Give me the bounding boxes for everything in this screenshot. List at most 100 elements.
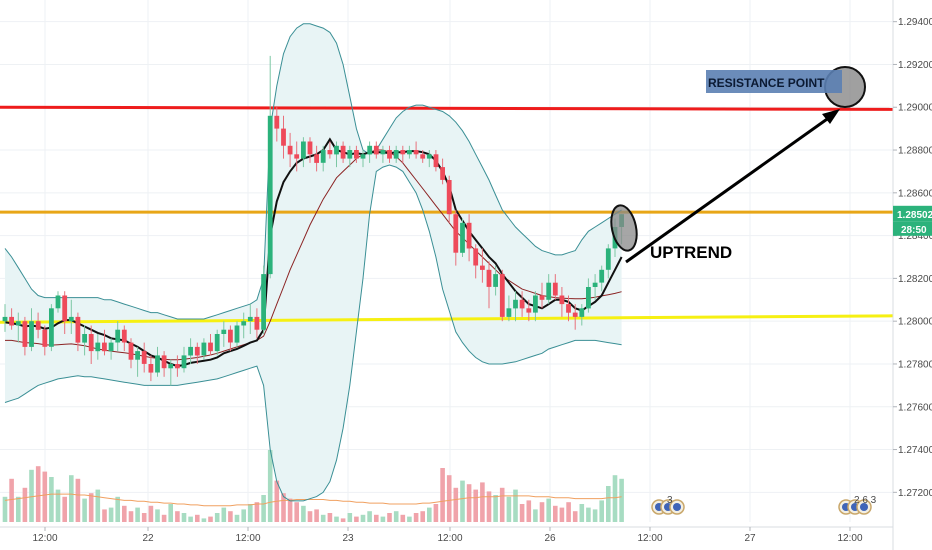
candle xyxy=(334,141,339,168)
volume-bar xyxy=(493,495,498,522)
candle-body xyxy=(241,321,247,326)
candle-body xyxy=(188,346,193,356)
candle xyxy=(599,265,605,292)
candle-body xyxy=(552,282,558,296)
volume-bar xyxy=(546,498,551,522)
candle xyxy=(261,265,266,334)
volume-bar xyxy=(460,480,465,522)
y-tick-label: 1.28600 xyxy=(898,188,932,199)
volume-bar xyxy=(473,489,478,522)
candle-body xyxy=(546,282,552,300)
candle-body xyxy=(42,329,48,347)
candle xyxy=(473,244,479,279)
volume-bar xyxy=(108,507,114,522)
candle xyxy=(566,295,571,322)
volume-bar xyxy=(606,486,611,522)
volume-bar xyxy=(446,475,452,522)
candle xyxy=(62,291,68,334)
candle xyxy=(175,355,180,377)
x-tick-label: 22 xyxy=(142,533,154,544)
volume-bar xyxy=(29,469,34,522)
volume-bar xyxy=(480,482,485,522)
candle xyxy=(88,325,94,364)
volume-bar xyxy=(128,511,134,522)
volume-bar xyxy=(294,502,299,522)
volume-bar xyxy=(301,505,306,522)
volume-bar xyxy=(327,513,333,522)
candle xyxy=(287,132,293,168)
candle xyxy=(486,261,492,309)
annotations[interactable]: RESISTANCE POINT UPTREND xyxy=(607,66,866,264)
volume-moving-average xyxy=(4,493,622,507)
x-tick-label: 27 xyxy=(744,533,756,544)
candle xyxy=(519,291,525,317)
candle-body xyxy=(247,316,253,322)
event-badge-count: 2 6 3 xyxy=(854,495,877,506)
candle xyxy=(82,325,87,356)
volume-bar xyxy=(188,516,193,522)
candle-body xyxy=(194,346,200,356)
candle xyxy=(539,282,545,309)
candle-body xyxy=(400,150,406,155)
volume-bar xyxy=(354,516,359,522)
volume-bar xyxy=(553,505,558,522)
candle-body xyxy=(35,321,41,330)
volume-bar xyxy=(427,507,432,522)
volume-bar xyxy=(526,500,532,522)
volume-bar xyxy=(374,514,379,522)
event-badge-27[interactable]: 2 6 3 xyxy=(838,495,877,515)
volume-bar xyxy=(539,502,545,522)
candle-body xyxy=(221,329,227,334)
event-badge-count: 3 xyxy=(667,495,673,506)
candle-body xyxy=(433,154,439,168)
volume-bar xyxy=(367,511,372,522)
candle xyxy=(188,338,193,364)
volume-bar xyxy=(466,484,472,522)
candle xyxy=(327,141,333,159)
y-tick-label: 1.28200 xyxy=(898,274,932,285)
candle-body xyxy=(533,295,538,313)
volume-bar xyxy=(440,468,445,522)
trend-arrow-line[interactable] xyxy=(625,115,831,264)
volume-bar xyxy=(393,511,399,522)
candle-body xyxy=(413,150,419,155)
y-axis[interactable]: 1.29400 1.29200 1.29000 1.28800 1.28600 1.284… xyxy=(892,0,932,550)
candle xyxy=(22,316,28,356)
volume-bar xyxy=(148,505,154,522)
candle-body xyxy=(586,287,591,309)
candle-body xyxy=(148,364,154,373)
volume-bar xyxy=(214,513,220,522)
candle-body xyxy=(440,167,445,180)
candle xyxy=(546,274,552,305)
resistance-label-box xyxy=(706,70,842,93)
candle-body xyxy=(155,355,160,373)
y-tick-label: 1.27800 xyxy=(898,360,932,371)
slow-moving-average xyxy=(5,149,622,361)
candle-body xyxy=(15,321,21,326)
candle-body xyxy=(75,316,81,343)
x-tick-label: 23 xyxy=(342,533,354,544)
candle-body xyxy=(320,150,326,163)
support-line[interactable] xyxy=(0,314,894,324)
volume-bar xyxy=(9,478,14,522)
candle xyxy=(340,141,346,163)
volume-bar xyxy=(49,477,54,522)
x-axis[interactable]: 12:00 22 12:00 23 12:00 26 12:00 27 12:00 xyxy=(0,526,893,544)
current-price-tag[interactable] xyxy=(893,205,932,222)
candle-body xyxy=(168,364,174,369)
resistance-line[interactable] xyxy=(0,105,894,111)
candle-body xyxy=(473,248,479,266)
candle xyxy=(320,145,326,172)
candle xyxy=(35,312,41,339)
volume-bar xyxy=(572,511,578,522)
candle-body xyxy=(181,355,187,369)
volume-bar xyxy=(228,511,233,522)
event-badges[interactable]: 3 2 6 3 xyxy=(651,495,877,515)
event-badge-26[interactable]: 3 xyxy=(651,495,685,515)
candle xyxy=(506,295,512,322)
y-tick-label: 1.29000 xyxy=(898,103,932,114)
uptrend-circle[interactable] xyxy=(607,203,640,253)
horizontal-lines[interactable] xyxy=(0,105,894,324)
